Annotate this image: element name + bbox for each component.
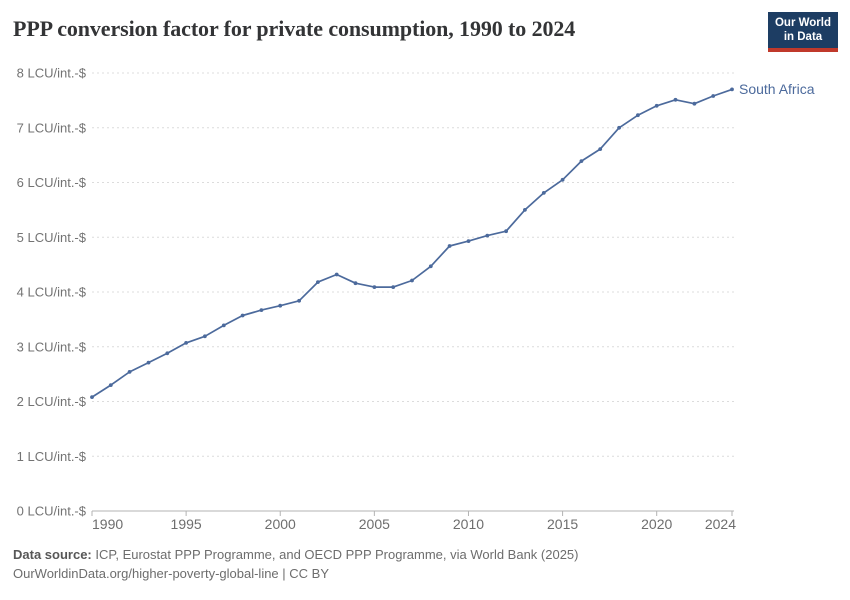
data-point[interactable] (316, 280, 320, 284)
data-point[interactable] (278, 303, 283, 308)
x-tick-label: 2015 (547, 516, 578, 532)
data-point[interactable] (108, 383, 113, 387)
data-point[interactable] (466, 239, 471, 244)
data-line[interactable] (91, 88, 733, 398)
data-point[interactable] (485, 233, 490, 238)
data-point[interactable] (90, 395, 94, 399)
data-point[interactable] (636, 113, 640, 118)
x-tick-label: 2020 (641, 516, 672, 532)
data-point[interactable] (259, 308, 264, 312)
data-point[interactable] (240, 313, 245, 318)
data-point[interactable] (617, 125, 621, 130)
series-end-label[interactable]: South Africa (739, 81, 815, 97)
y-tick-label: 7 LCU/int.-$ (17, 120, 87, 135)
logo-text-line2: in Data (783, 31, 823, 43)
footer-datasource: Data source: ICP, Eurostat PPP Programme… (13, 545, 813, 564)
data-point[interactable] (391, 285, 396, 289)
y-tick-label: 2 LCU/int.-$ (17, 394, 87, 409)
y-tick-label: 1 LCU/int.-$ (17, 449, 87, 464)
data-point[interactable] (297, 298, 301, 303)
data-point[interactable] (428, 264, 433, 269)
data-point[interactable] (560, 177, 565, 182)
data-point[interactable] (353, 281, 358, 286)
y-tick-label: 3 LCU/int.-$ (17, 339, 87, 354)
x-tick-label: 2005 (359, 516, 390, 532)
y-tick-label: 0 LCU/int.-$ (17, 504, 87, 519)
data-point[interactable] (334, 272, 339, 277)
footer-datasource-text: ICP, Eurostat PPP Programme, and OECD PP… (91, 547, 579, 562)
data-point[interactable] (692, 101, 697, 106)
data-point[interactable] (654, 103, 659, 108)
x-tick-label: 1995 (171, 516, 202, 532)
data-point[interactable] (673, 97, 678, 102)
data-point[interactable] (447, 244, 452, 248)
data-point[interactable] (711, 94, 716, 98)
x-tick-label: 2024 (705, 516, 736, 532)
data-point[interactable] (730, 87, 734, 92)
data-point[interactable] (598, 147, 603, 152)
y-tick-label: 8 LCU/int.-$ (17, 66, 87, 81)
data-point[interactable] (184, 341, 189, 345)
data-point[interactable] (372, 285, 377, 289)
footer-license: OurWorldinData.org/higher-poverty-global… (13, 564, 813, 583)
x-tick-label: 2000 (265, 516, 296, 532)
y-tick-label: 5 LCU/int.-$ (17, 230, 87, 245)
footer-license-suffix: | CC BY (278, 566, 330, 581)
data-point[interactable] (221, 323, 226, 328)
data-point[interactable] (523, 208, 527, 212)
x-tick-label: 1990 (92, 516, 123, 532)
data-point[interactable] (203, 334, 207, 339)
data-point[interactable] (146, 360, 151, 365)
x-tick-label: 2010 (453, 516, 484, 532)
chart-footer: Data source: ICP, Eurostat PPP Programme… (13, 545, 813, 583)
data-point[interactable] (165, 351, 170, 356)
data-point[interactable] (410, 278, 414, 283)
data-point[interactable] (579, 159, 584, 164)
owid-logo[interactable]: Our World in Data (768, 12, 838, 52)
page-title: PPP conversion factor for private consum… (13, 16, 576, 41)
footer-datasource-label: Data source: (13, 547, 92, 562)
data-point[interactable] (127, 370, 132, 374)
y-tick-label: 4 LCU/int.-$ (17, 285, 87, 300)
logo-text-line1: Our World (774, 17, 831, 29)
footer-license-link[interactable]: OurWorldinData.org/higher-poverty-global… (13, 566, 279, 581)
y-tick-label: 6 LCU/int.-$ (17, 175, 87, 190)
data-point[interactable] (541, 191, 546, 195)
data-point[interactable] (504, 229, 508, 234)
